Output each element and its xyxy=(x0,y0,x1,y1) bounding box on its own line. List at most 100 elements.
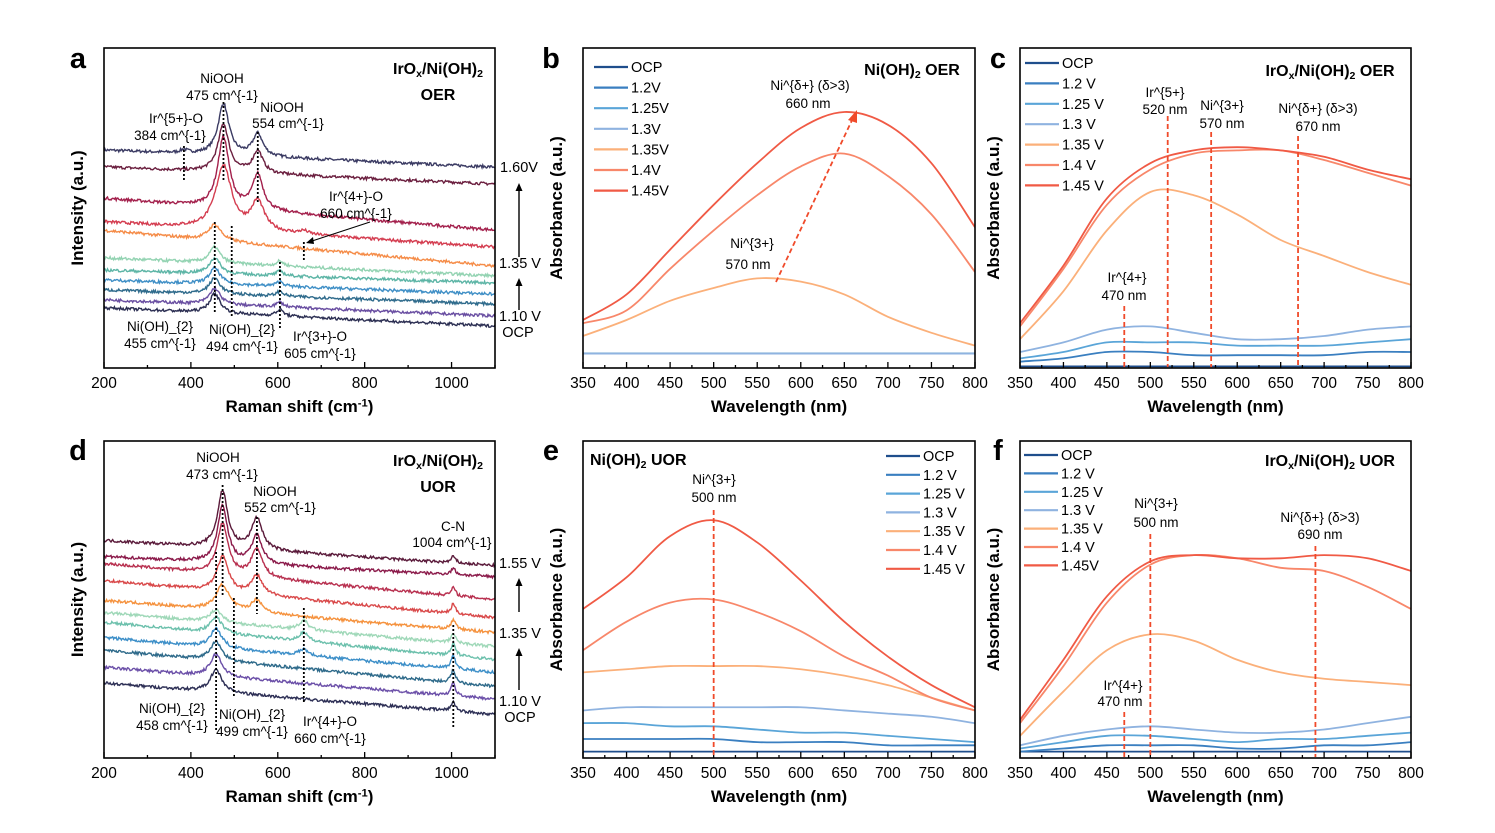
x-tick-label: 500 xyxy=(1137,765,1163,782)
x-tick-label: 350 xyxy=(570,765,596,782)
text-run: Raman shift (cm xyxy=(226,397,358,416)
x-tick-label: 200 xyxy=(91,375,117,392)
legend-label: 1.35 V xyxy=(923,524,965,540)
raman-spectrum-10 xyxy=(104,667,495,717)
series-group xyxy=(1020,553,1411,753)
arrow-head-icon xyxy=(848,110,857,123)
raman-spectrum-1 xyxy=(104,503,495,580)
text-run: /Ni(OH) xyxy=(422,453,477,470)
legend-label: 1.3V xyxy=(631,122,661,138)
legend-label: 1.45V xyxy=(631,184,669,200)
legend-label: 1.4 V xyxy=(1062,158,1096,174)
panel-letter: d xyxy=(69,435,87,467)
peak-annotation: Ni(OH)_{2} xyxy=(127,319,194,334)
peak-annotation: 499 cm^{-1} xyxy=(216,724,288,739)
x-axis-label: Wavelength (nm) xyxy=(711,397,847,416)
panel-title: IrOx/Ni(OH)2 xyxy=(393,61,483,80)
text-run: 2 xyxy=(477,460,483,472)
annotation-arrow xyxy=(308,221,371,243)
panel-title: IrOx/Ni(OH)2 xyxy=(393,453,483,472)
panel-letter: f xyxy=(993,435,1003,467)
peak-annotation: Ir^{5+} xyxy=(1146,85,1185,100)
legend-label: OCP xyxy=(1062,56,1093,72)
series-group xyxy=(583,111,975,355)
peak-annotation: NiOOH xyxy=(196,450,240,465)
series-group xyxy=(104,102,495,328)
raman-spectrum-5 xyxy=(104,243,495,279)
x-tick-label: 450 xyxy=(1094,375,1120,392)
x-tick-label: 400 xyxy=(178,375,204,392)
panel-letter: b xyxy=(542,43,560,75)
text-run: OER xyxy=(1355,63,1395,80)
absorbance-curve-1.3V xyxy=(1020,715,1411,747)
text-run: ) xyxy=(368,397,374,416)
peak-annotation: 455 cm^{-1} xyxy=(124,336,196,351)
raman-spectrum-3 xyxy=(104,163,495,250)
x-tick-label: 800 xyxy=(962,375,988,392)
legend-label: 1.35 V xyxy=(1061,522,1103,538)
potential-label: 1.55 V xyxy=(499,556,541,572)
legend-label: 1.3 V xyxy=(1062,117,1096,133)
x-tick-label: 650 xyxy=(1268,765,1294,782)
arrow-head-icon xyxy=(515,648,523,656)
peak-annotation: 500 nm xyxy=(691,490,736,505)
text-run: /Ni(OH) xyxy=(1294,453,1349,470)
x-tick-label: 600 xyxy=(788,375,814,392)
text-run: Wavelength (nm) xyxy=(711,787,847,806)
legend-label: 1.35V xyxy=(631,142,669,158)
raman-spectrum-4 xyxy=(104,582,495,635)
peak-annotation: C-N xyxy=(441,519,465,534)
peak-annotation: 494 cm^{-1} xyxy=(206,339,278,354)
peak-annotation: Ni^{δ+} (δ>3) xyxy=(1278,101,1357,116)
peak-annotation: 660 cm^{-1} xyxy=(320,206,392,221)
peak-annotation: Ni(OH)_{2} xyxy=(209,322,276,337)
peak-annotation: Ni(OH)_{2} xyxy=(139,701,206,716)
text-run: 2 xyxy=(1349,460,1355,472)
x-tick-label: 450 xyxy=(1094,765,1120,782)
plot-frame xyxy=(103,440,496,759)
text-run: Absorbance (a.u.) xyxy=(547,136,566,280)
peak-annotation: 500 nm xyxy=(1133,515,1178,530)
absorbance-curve-1.35V xyxy=(1020,188,1411,340)
shift-arrow xyxy=(775,117,854,283)
panel-title: Ni(OH)2 OER xyxy=(864,62,960,81)
peak-annotation: Ni(OH)_{2} xyxy=(219,707,286,722)
text-run: 2 xyxy=(477,68,483,80)
peak-annotation: Ni^{δ+} (δ>3) xyxy=(1280,510,1359,525)
peak-annotation: 660 nm xyxy=(785,96,830,111)
text-run: 2 xyxy=(1350,70,1356,82)
arrow-head-icon xyxy=(306,237,314,244)
panel-d: 200 400 600 800 1000 Raman shift (cm-1) Intens… xyxy=(68,435,541,806)
series-group xyxy=(583,519,975,753)
raman-spectrum-0 xyxy=(104,102,495,170)
absorbance-curve-1.25V xyxy=(583,721,975,744)
peak-annotation: 690 nm xyxy=(1297,527,1342,542)
x-tick-label: 450 xyxy=(657,375,683,392)
peak-annotation: 670 nm xyxy=(1295,119,1340,134)
potential-label: 1.35 V xyxy=(499,256,541,272)
legend-label: 1.2V xyxy=(631,81,661,97)
legend-label: 1.2 V xyxy=(1061,466,1095,482)
legend-label: OCP xyxy=(1061,448,1092,464)
peak-annotation: 1004 cm^{-1} xyxy=(412,535,492,550)
legend-label: 1.25 V xyxy=(1061,485,1103,501)
peak-annotation: 520 nm xyxy=(1142,102,1187,117)
panel-letter: e xyxy=(543,435,559,467)
raman-spectrum-5 xyxy=(104,607,495,649)
text-run: Ni(OH) xyxy=(590,452,641,469)
peak-annotation: 475 cm^{-1} xyxy=(186,88,258,103)
x-tick-label: 500 xyxy=(701,765,727,782)
x-tick-label: 600 xyxy=(1224,375,1250,392)
peak-annotation: 660 cm^{-1} xyxy=(294,731,366,746)
text-run: x xyxy=(416,68,422,80)
potential-label: 1.35 V xyxy=(499,626,541,642)
raman-spectrum-2 xyxy=(104,132,495,233)
text-run: -1 xyxy=(358,787,368,799)
text-run: IrO xyxy=(393,61,416,78)
x-tick-label: 200 xyxy=(91,765,117,782)
potential-label: OCP xyxy=(502,325,533,341)
x-tick-label: 800 xyxy=(352,765,378,782)
absorbance-curve-1.45V xyxy=(1020,146,1411,324)
raman-spectrum-7 xyxy=(104,626,495,675)
